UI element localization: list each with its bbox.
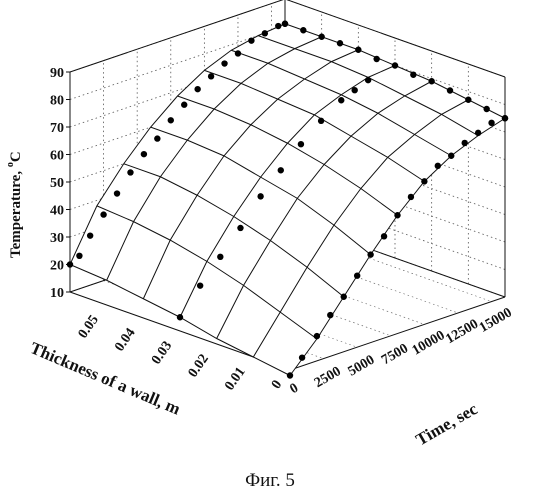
data-point — [177, 314, 183, 320]
data-point — [447, 87, 453, 93]
data-point — [314, 333, 320, 339]
z-tick-label: 50 — [50, 176, 64, 191]
z-axis-title: Temperature, oC — [5, 151, 24, 258]
data-point — [248, 37, 254, 43]
data-point — [282, 21, 288, 27]
time-tick-label: 5000 — [346, 353, 378, 380]
z-tick-label: 30 — [50, 231, 64, 246]
data-point — [318, 118, 324, 124]
data-point — [502, 115, 508, 121]
data-point — [381, 233, 387, 239]
data-point — [373, 56, 379, 62]
time-tick-label: 7500 — [379, 341, 411, 368]
data-point — [428, 78, 434, 84]
data-point — [483, 106, 489, 112]
data-point — [410, 72, 416, 78]
data-point — [168, 117, 174, 123]
z-axis-tick-labels: 10 20 30 40 50 60 70 80 90 — [50, 66, 64, 301]
data-point — [278, 167, 284, 173]
data-point — [448, 153, 454, 159]
data-point — [221, 60, 227, 66]
z-tick-label: 80 — [50, 94, 64, 109]
data-point — [367, 251, 373, 257]
data-point — [394, 212, 400, 218]
time-tick-label: 15000 — [477, 305, 515, 335]
thickness-tick-label: 0.01 — [222, 365, 248, 394]
data-point — [275, 23, 281, 29]
data-point — [408, 194, 414, 200]
data-point — [141, 151, 147, 157]
data-point — [287, 372, 293, 378]
data-point — [299, 354, 305, 360]
data-point — [461, 140, 467, 146]
z-tick-label: 70 — [50, 121, 64, 136]
data-point — [351, 87, 357, 93]
data-point — [208, 73, 214, 79]
data-point — [327, 312, 333, 318]
y-axis-title: Time, sec — [413, 399, 481, 450]
z-tick-label: 90 — [50, 66, 64, 81]
data-point — [181, 102, 187, 108]
data-point — [298, 141, 304, 147]
data-point — [300, 27, 306, 33]
data-point — [341, 294, 347, 300]
data-point — [237, 225, 243, 231]
data-point — [421, 178, 427, 184]
thickness-tick-label: 0.05 — [76, 313, 102, 342]
data-point — [262, 30, 268, 36]
time-tick-label: 2500 — [312, 364, 344, 391]
data-point — [365, 77, 371, 83]
time-tick-label: 12500 — [443, 317, 481, 347]
time-tick-label: 0 — [287, 381, 301, 397]
data-point — [197, 282, 203, 288]
data-point — [154, 135, 160, 141]
data-point — [354, 272, 360, 278]
z-tick-label: 60 — [50, 149, 64, 164]
figure-caption: Фиг. 5 — [245, 470, 295, 491]
data-point — [87, 232, 93, 238]
thickness-tick-label: 0.04 — [112, 326, 138, 355]
z-tick-label: 10 — [50, 286, 64, 301]
z-tick-label: 20 — [50, 259, 64, 274]
time-tick-label: 10000 — [410, 328, 448, 358]
data-point — [338, 97, 344, 103]
z-tick-label: 40 — [50, 204, 64, 219]
data-point — [194, 86, 200, 92]
data-point — [392, 62, 398, 68]
data-point — [67, 261, 73, 267]
data-point — [76, 253, 82, 259]
thickness-tick-label: 0.02 — [186, 352, 212, 381]
data-point — [127, 169, 133, 175]
data-point — [355, 47, 361, 53]
data-point — [435, 163, 441, 169]
data-point — [337, 40, 343, 46]
data-point — [235, 50, 241, 56]
data-point — [475, 130, 481, 136]
data-point — [318, 34, 324, 40]
data-point — [257, 193, 263, 199]
thickness-tick-label: 0.03 — [149, 339, 175, 368]
data-point — [114, 190, 120, 196]
data-point — [465, 97, 471, 103]
data-point — [488, 120, 494, 126]
data-point — [100, 211, 106, 217]
data-point — [217, 254, 223, 260]
thickness-tick-label: 0 — [269, 378, 285, 392]
